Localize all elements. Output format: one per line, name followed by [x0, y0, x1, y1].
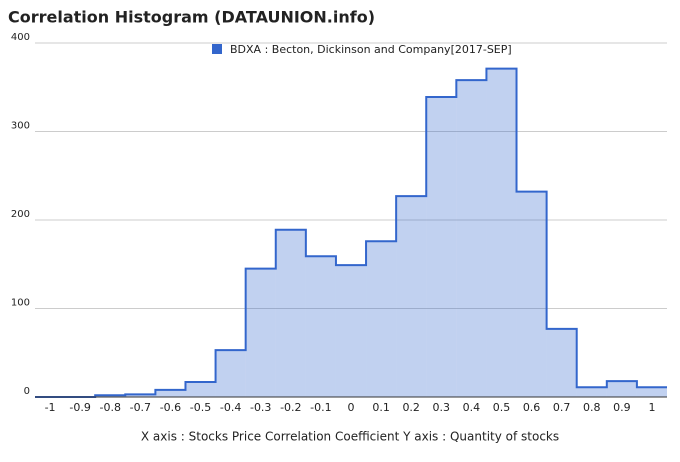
x-tick-label: 0.5	[493, 401, 511, 414]
x-tick-label: 0.9	[613, 401, 631, 414]
bar	[305, 256, 336, 397]
x-tick-label: -0.4	[220, 401, 241, 414]
x-tick-label: 0.4	[463, 401, 481, 414]
bar	[396, 196, 427, 397]
y-tick-label: 100	[11, 298, 30, 309]
bar	[456, 80, 487, 398]
y-tick-label: 200	[11, 209, 30, 220]
x-tick-label: 1	[648, 401, 655, 414]
x-tick-label: 0.2	[402, 401, 420, 414]
y-tick-label: 400	[11, 32, 30, 43]
bar	[185, 381, 216, 397]
y-tick-label: 0	[24, 386, 30, 397]
bar	[125, 394, 156, 397]
chart-title: Correlation Histogram (DATAUNION.info)	[8, 8, 375, 27]
bar	[335, 265, 367, 397]
bar	[275, 229, 306, 397]
x-tick-label: 0.6	[523, 401, 541, 414]
x-tick-label: 0.3	[433, 401, 451, 414]
x-tick-label: 0.8	[583, 401, 601, 414]
bar	[245, 268, 276, 397]
x-tick-label: -1	[45, 401, 56, 414]
x-tick-label: -0.6	[160, 401, 181, 414]
bar	[486, 68, 517, 397]
bar	[546, 328, 577, 397]
y-tick-label: 300	[11, 121, 30, 132]
x-tick-label: -0.1	[310, 401, 331, 414]
bar	[155, 389, 186, 397]
x-tick-label: -0.3	[250, 401, 271, 414]
x-tick-label: 0.1	[372, 401, 390, 414]
bar	[636, 387, 667, 397]
bar	[215, 350, 246, 397]
bar	[426, 96, 457, 398]
x-tick-label: 0	[348, 401, 355, 414]
x-tick-label: -0.2	[280, 401, 301, 414]
legend-swatch	[212, 44, 222, 54]
x-axis-caption: X axis : Stocks Price Correlation Coeffi…	[141, 430, 559, 444]
x-tick-label: -0.8	[100, 401, 121, 414]
step-outline	[35, 67, 667, 398]
bar	[516, 191, 547, 397]
bar	[606, 381, 637, 397]
x-tick-label: 0.7	[553, 401, 571, 414]
x-tick-label: -0.9	[69, 401, 90, 414]
bar	[576, 387, 607, 397]
x-tick-label: -0.7	[130, 401, 151, 414]
x-tick-label: -0.5	[190, 401, 211, 414]
bar	[366, 241, 397, 397]
legend-label: BDXA : Becton, Dickinson and Company[201…	[230, 43, 512, 56]
